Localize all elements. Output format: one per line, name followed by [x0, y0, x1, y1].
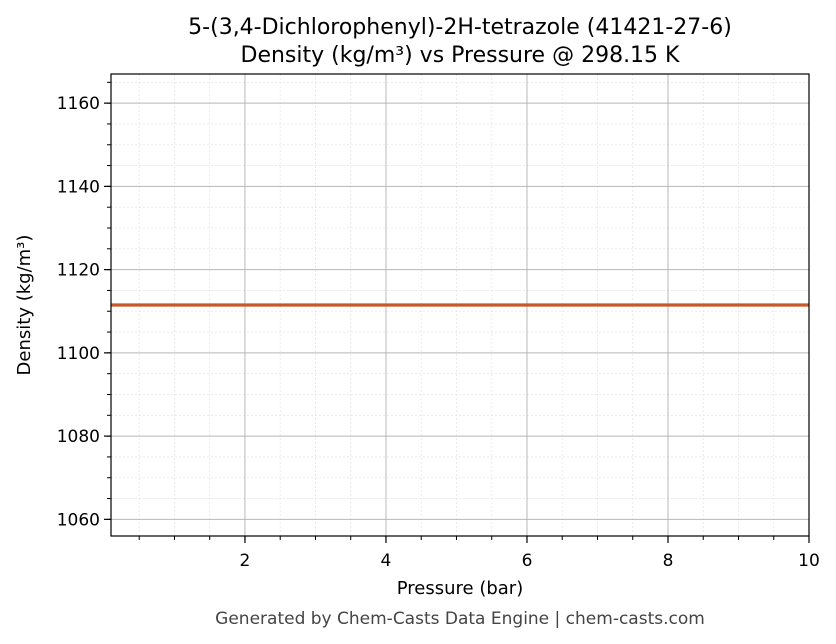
x-tick-label: 4 — [381, 551, 392, 571]
chart-title-line1: 5-(3,4-Dichlorophenyl)-2H-tetrazole (414… — [188, 15, 732, 40]
y-tick-label: 1080 — [57, 427, 100, 447]
y-axis-label: Density (kg/m³) — [14, 235, 35, 376]
x-axis-label: Pressure (bar) — [397, 578, 523, 599]
y-tick-label: 1140 — [57, 177, 100, 197]
x-tick-labels: 2 4 6 8 10 — [240, 551, 820, 571]
y-tick-label: 1100 — [57, 344, 100, 364]
footer-credit: Generated by Chem-Casts Data Engine | ch… — [215, 609, 705, 629]
x-tick-label: 6 — [522, 551, 533, 571]
y-tick-label: 1160 — [57, 94, 100, 114]
x-tick-label: 8 — [663, 551, 674, 571]
y-tick-label: 1120 — [57, 261, 100, 281]
plot-frame — [110, 73, 810, 537]
x-tick-label: 10 — [798, 551, 820, 571]
axis-ticks — [104, 81, 810, 543]
x-tick-label: 2 — [240, 551, 251, 571]
y-tick-label: 1060 — [57, 510, 100, 530]
y-tick-labels: 1060 1080 1100 1120 1140 1160 — [57, 94, 100, 530]
chart-title-line2: Density (kg/m³) vs Pressure @ 298.15 K — [241, 43, 681, 68]
